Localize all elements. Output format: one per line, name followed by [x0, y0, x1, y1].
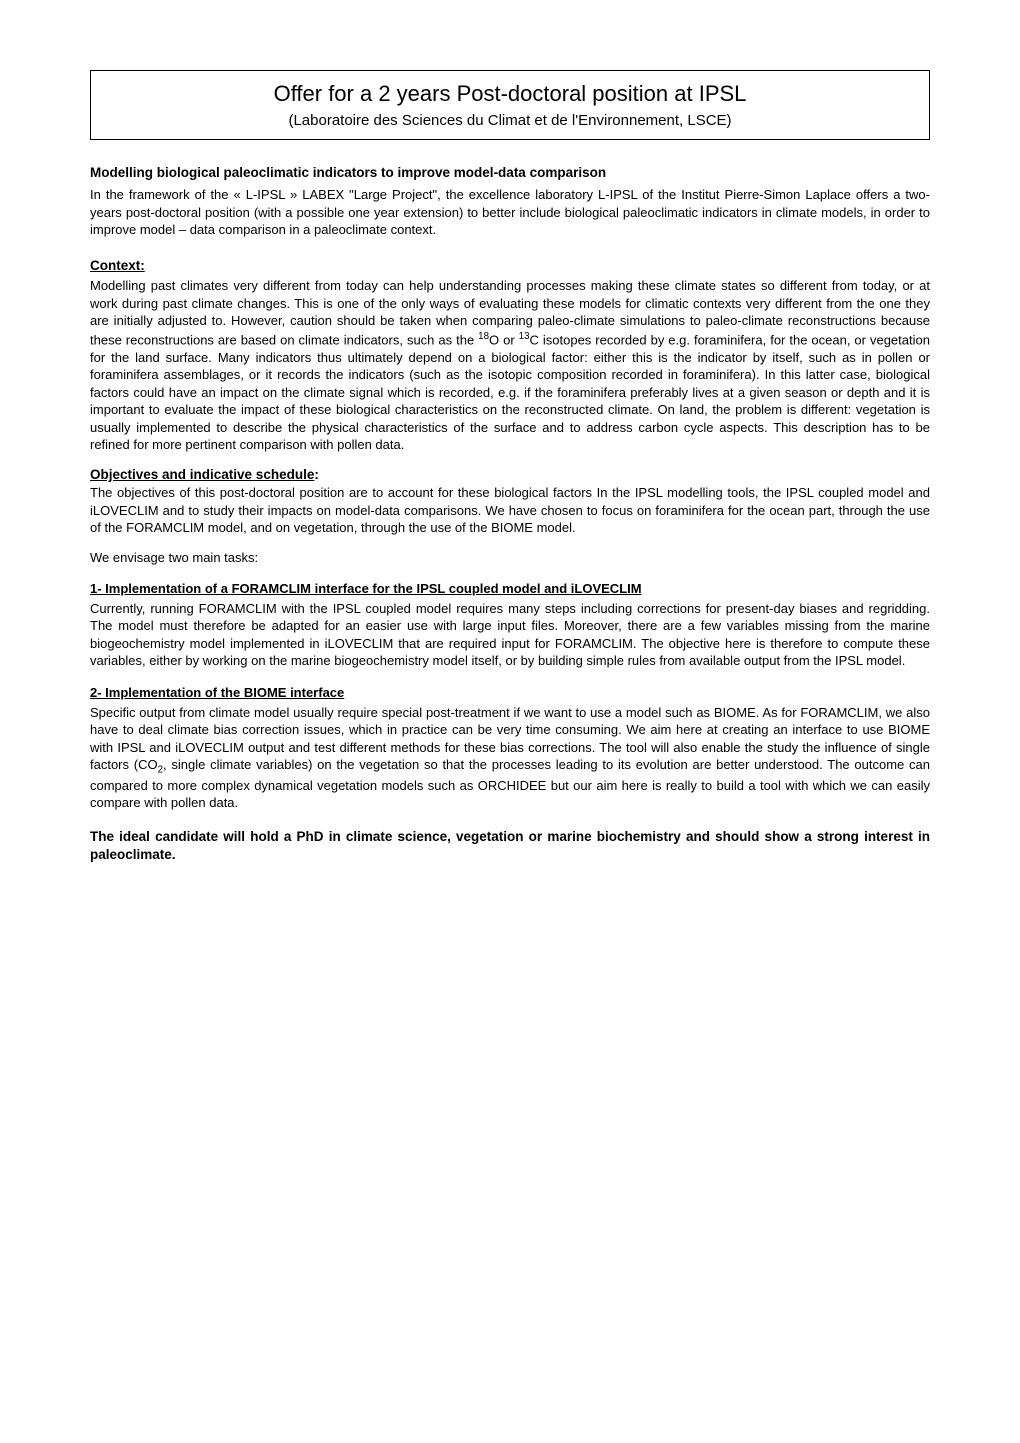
task2-body: Specific output from climate model usual… — [90, 704, 930, 812]
isotope-18-sup: 18 — [478, 331, 489, 342]
title-box: Offer for a 2 years Post-doctoral positi… — [90, 70, 930, 140]
title-sub: (Laboratoire des Sciences du Climat et d… — [103, 111, 917, 131]
isotope-o-text: O or — [489, 332, 519, 347]
objectives-heading-row: Objectives and indicative schedule: — [90, 466, 930, 484]
subtitle: Modelling biological paleoclimatic indic… — [90, 164, 930, 182]
task2-heading: 2- Implementation of the BIOME interface — [90, 684, 930, 702]
context-heading: Context: — [90, 257, 930, 275]
objectives-body: The objectives of this post-doctoral pos… — [90, 484, 930, 537]
task1-heading: 1- Implementation of a FORAMCLIM interfa… — [90, 580, 930, 598]
context-body: Modelling past climates very different f… — [90, 277, 930, 454]
envisage-line: We envisage two main tasks: — [90, 549, 930, 567]
context-body-post: C isotopes recorded by e.g. foraminifera… — [90, 332, 930, 452]
task1-body: Currently, running FORAMCLIM with the IP… — [90, 600, 930, 670]
candidate-requirement: The ideal candidate will hold a PhD in c… — [90, 828, 930, 864]
title-main: Offer for a 2 years Post-doctoral positi… — [103, 79, 917, 109]
isotope-13-sup: 13 — [519, 331, 530, 342]
intro-paragraph: In the framework of the « L-IPSL » LABEX… — [90, 186, 930, 239]
objectives-colon: : — [314, 467, 319, 482]
task2-body-post: , single climate variables) on the veget… — [90, 757, 930, 810]
objectives-heading: Objectives and indicative schedule — [90, 467, 314, 482]
